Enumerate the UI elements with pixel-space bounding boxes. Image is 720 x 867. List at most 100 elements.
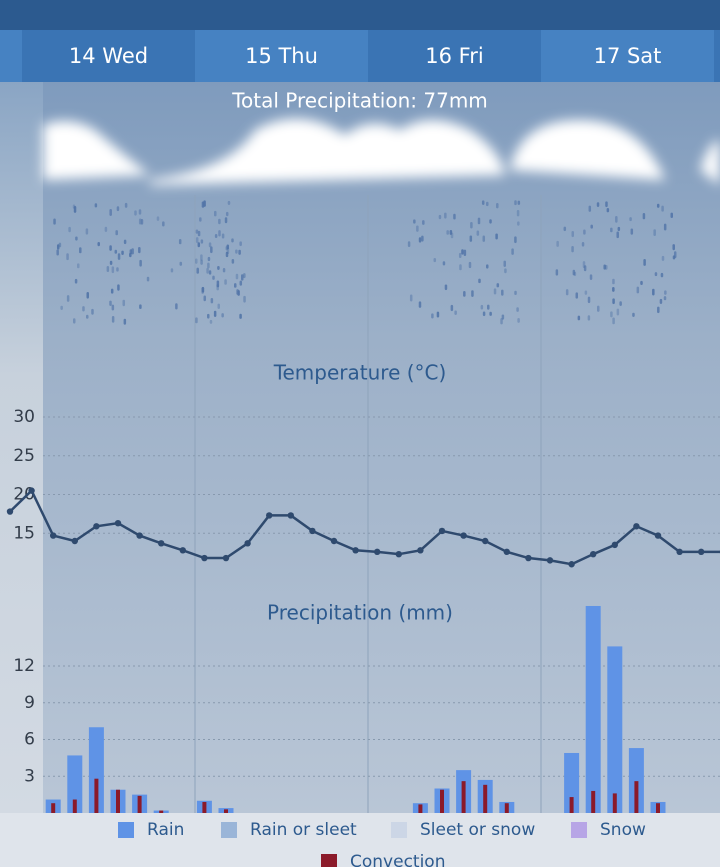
tab-partial[interactable]: [714, 30, 720, 82]
rain-drop: [587, 315, 591, 321]
rain-drop: [615, 216, 618, 223]
temperature-point: [352, 547, 359, 554]
temperature-point: [50, 532, 57, 539]
rain-drop: [450, 232, 454, 239]
rain-bar: [67, 755, 83, 813]
rain-drop: [486, 201, 489, 207]
temperature-point: [374, 548, 381, 556]
rain-drop: [111, 266, 115, 274]
temperature-point: [136, 532, 143, 539]
y-tick-label: 3: [24, 766, 35, 786]
day-tab[interactable]: 16 Fri: [425, 44, 483, 68]
tab-bg[interactable]: [541, 30, 714, 82]
rain-drop: [453, 213, 456, 220]
rain-drop: [109, 300, 112, 306]
rain-drop: [237, 290, 240, 296]
tab-partial[interactable]: [0, 30, 22, 82]
rain-drop: [603, 264, 606, 270]
rain-drop: [206, 267, 209, 274]
temperature-point: [179, 547, 186, 554]
rain-drop: [241, 274, 244, 281]
temperature-line: [9, 488, 720, 566]
rain-drop: [117, 284, 120, 291]
rain-drop: [471, 290, 474, 297]
rain-drop: [116, 267, 119, 272]
rain-drop: [218, 218, 221, 225]
convection-bar: [159, 810, 164, 813]
rain-drop: [122, 299, 126, 307]
rain-drop: [216, 284, 219, 291]
rain-drop: [221, 313, 224, 318]
rain-drop: [227, 200, 231, 205]
rain-drop: [138, 218, 142, 225]
app-header: [0, 0, 720, 30]
temperature-point: [266, 512, 273, 519]
rain-drop: [504, 268, 507, 274]
rain-drop: [442, 261, 446, 266]
rain-drop: [590, 224, 593, 229]
day-tab[interactable]: 14 Wed: [69, 44, 148, 68]
rain-drop: [214, 210, 217, 217]
rain-drop: [444, 212, 447, 219]
legend-swatch: [571, 822, 587, 838]
convection-bar: [591, 790, 596, 813]
convection-bar: [461, 781, 466, 813]
day-tab[interactable]: 15 Thu: [245, 44, 318, 68]
rain-drop: [170, 268, 174, 273]
rain-drop: [85, 228, 89, 235]
rain-drop: [131, 248, 134, 255]
temperature-point: [698, 548, 705, 556]
rain-drop: [489, 219, 492, 224]
total-precipitation: Total Precipitation: 77mm: [231, 89, 488, 113]
temperature-point: [503, 548, 510, 556]
legend-label: Convection: [350, 852, 445, 867]
y-tick-label: 25: [13, 446, 35, 466]
rain-drop: [109, 209, 112, 216]
rain-drop: [458, 252, 462, 259]
rain-drop: [53, 218, 56, 225]
rain-drop: [514, 236, 517, 244]
rain-drop: [234, 283, 237, 288]
rain-drop: [134, 210, 137, 216]
rain-drop: [610, 311, 613, 318]
rain-drop: [652, 288, 655, 296]
rain-drop: [239, 280, 243, 286]
rain-drop: [138, 209, 142, 215]
rain-drop: [201, 286, 205, 293]
rain-drop: [597, 305, 600, 312]
rain-drop: [207, 313, 210, 319]
cloud: [150, 118, 505, 185]
rain-drop: [407, 241, 411, 248]
rain-drop: [123, 239, 127, 245]
rain-drop: [116, 206, 120, 212]
temperature-point: [568, 561, 575, 568]
legend-swatch: [391, 822, 407, 838]
temperature-point: [158, 540, 165, 547]
temperature-point: [244, 540, 251, 547]
rain-drop: [489, 311, 492, 316]
rain-drop: [79, 247, 82, 254]
rain-drop: [212, 275, 215, 280]
convection-bar: [634, 781, 639, 813]
rain-drop: [208, 270, 212, 275]
legend-label: Snow: [600, 820, 646, 840]
day-tab[interactable]: 17 Sat: [594, 44, 662, 68]
rain-drop: [123, 318, 127, 325]
rain-drop: [632, 312, 635, 317]
rain-drop: [224, 217, 228, 224]
rain-drop: [109, 245, 112, 251]
rain-drop: [104, 226, 108, 232]
tab-bg[interactable]: [195, 30, 368, 82]
rain-drop: [612, 278, 615, 285]
rain-drop: [573, 271, 577, 277]
rain-drop: [203, 295, 207, 302]
temperature-point: [460, 532, 467, 539]
rain-drop: [139, 304, 142, 310]
rain-drop: [516, 209, 520, 217]
y-tick-label: 12: [13, 656, 35, 676]
rain-drop: [72, 204, 76, 209]
rain-drop: [640, 280, 643, 286]
clouds: [43, 118, 720, 185]
rain-drop: [94, 203, 98, 208]
